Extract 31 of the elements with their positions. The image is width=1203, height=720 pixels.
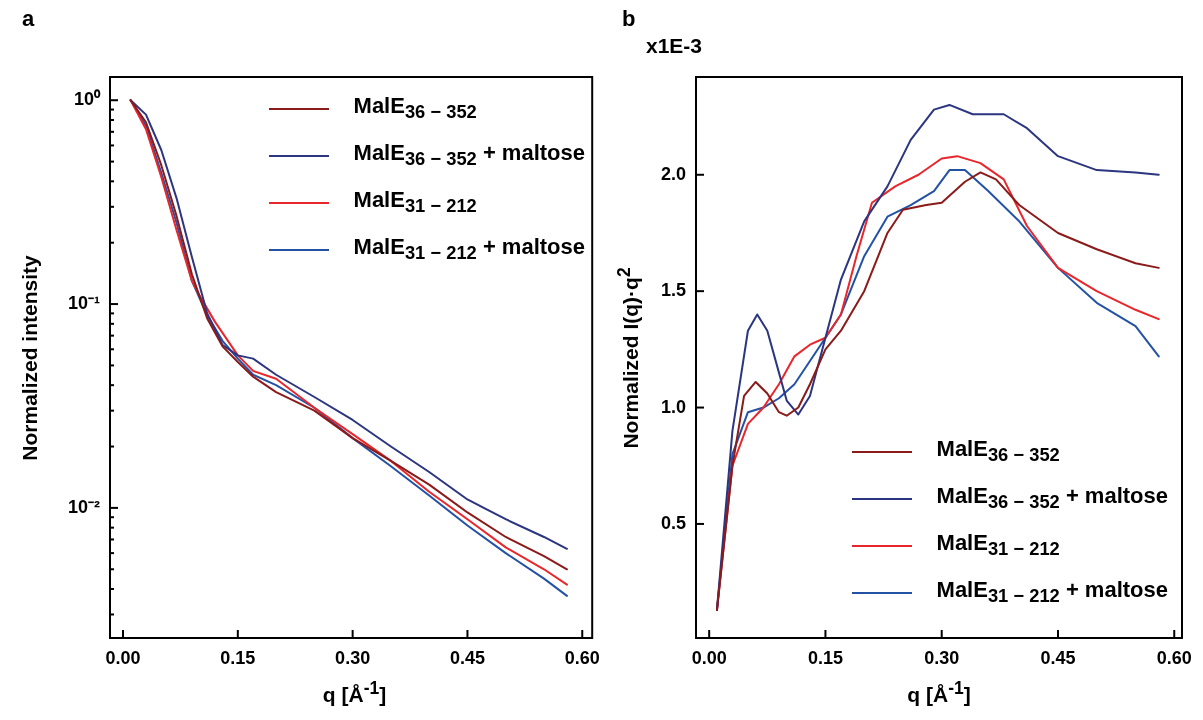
chart-title: b bbox=[622, 6, 636, 32]
x-tick-label: 0.45 bbox=[1040, 647, 1076, 668]
x-tick-label: 0.45 bbox=[449, 647, 485, 668]
legend-label: MalE$_{31 − 212}$ + maltose bbox=[353, 234, 585, 265]
x-tick-label: 0.30 bbox=[924, 647, 960, 668]
y-tick-label: 10⁻¹ bbox=[67, 293, 101, 314]
y-tick-label: 10⁻² bbox=[67, 496, 101, 517]
x-axis-title: q [Å$^{-1}$] bbox=[322, 678, 387, 707]
chart-title: a bbox=[22, 6, 35, 32]
x-tick-label: 0.30 bbox=[335, 647, 371, 668]
x-tick-label: 0.60 bbox=[1156, 647, 1192, 668]
text: x1E-3 bbox=[646, 34, 703, 58]
legend-label: MalE$_{36 − 352}$ + maltose bbox=[353, 140, 585, 171]
x-tick-label: 0.00 bbox=[691, 647, 727, 668]
y-tick-label: 0.5 bbox=[660, 512, 686, 533]
y-tick-label: 1.0 bbox=[660, 396, 686, 417]
x-tick-label: 0.15 bbox=[807, 647, 843, 668]
legend-label: MalE$_{36 − 352}$ + maltose bbox=[936, 483, 1168, 514]
x-axis-title: q [Å$^{-1}$] bbox=[907, 678, 971, 707]
legend-label: MalE$_{31 − 212}$ bbox=[353, 187, 477, 218]
y-axis-title: Normalized intensity bbox=[18, 254, 42, 461]
x-tick-label: 0.60 bbox=[564, 647, 600, 668]
legend-label: MalE$_{36 − 352}$ bbox=[353, 93, 477, 124]
y-tick-label: 10⁰ bbox=[73, 89, 101, 110]
x-tick-label: 0.00 bbox=[105, 647, 141, 668]
legend-label: MalE$_{31 − 212}$ + maltose bbox=[936, 577, 1168, 608]
y-tick-label: 2.0 bbox=[660, 163, 686, 184]
legend-label: MalE$_{36 − 352}$ bbox=[936, 436, 1060, 467]
legend-label: MalE$_{31 − 212}$ bbox=[936, 530, 1060, 561]
x-tick-label: 0.15 bbox=[220, 647, 256, 668]
y-tick-label: 1.5 bbox=[660, 280, 686, 301]
